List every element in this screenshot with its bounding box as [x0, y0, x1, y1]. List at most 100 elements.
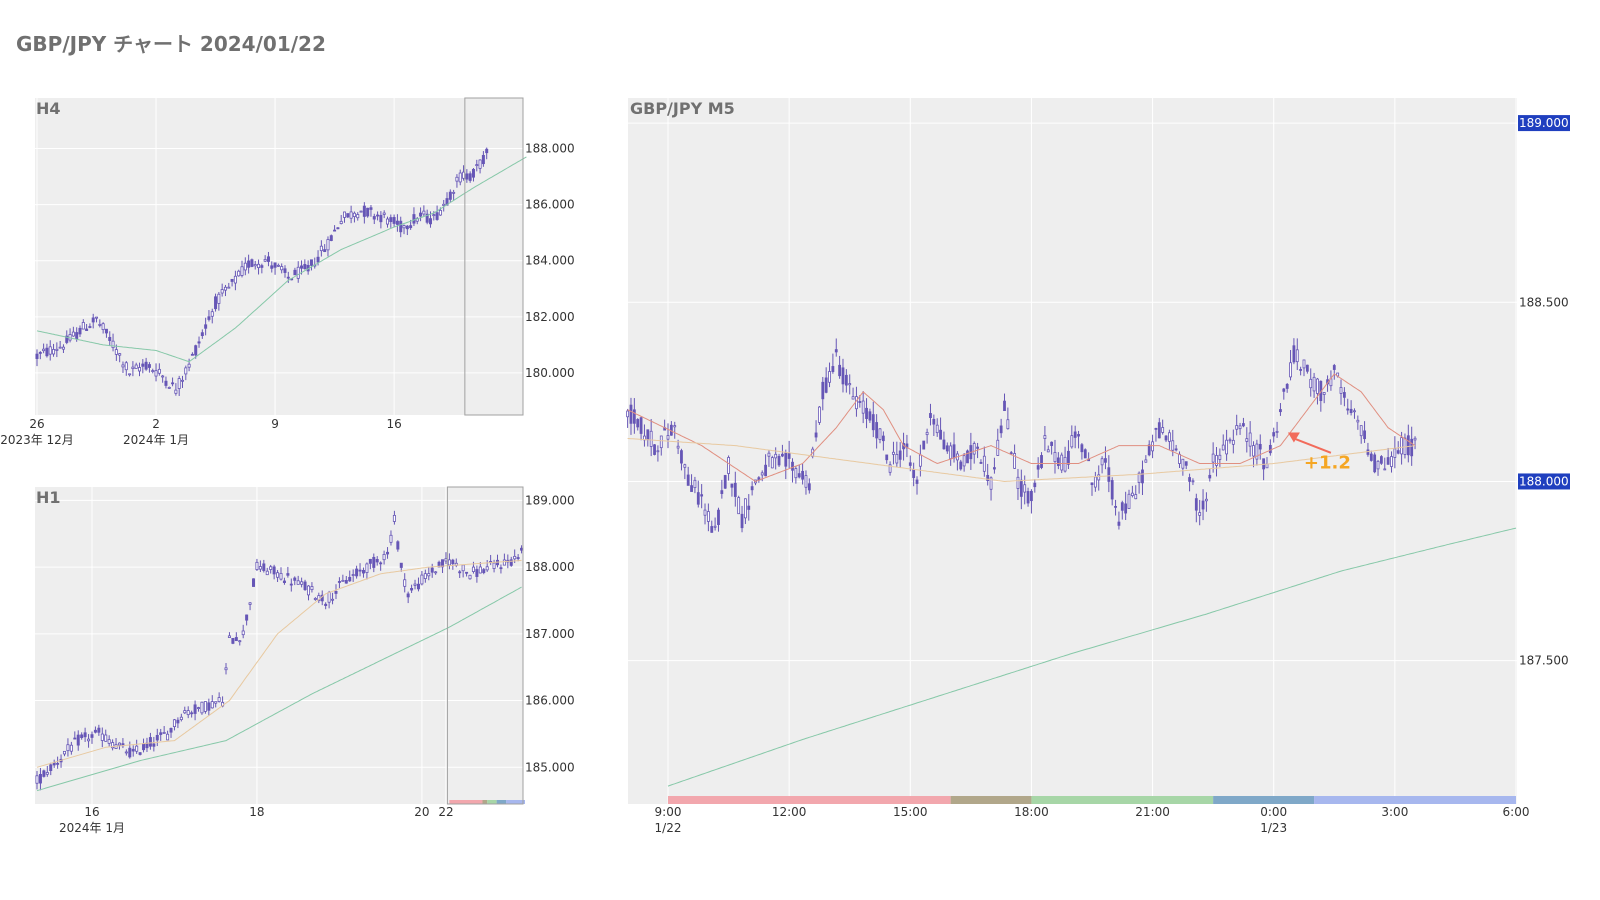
candle-body — [485, 148, 489, 154]
candle-body — [231, 638, 235, 644]
candle-body — [101, 323, 105, 330]
candle-body — [1312, 376, 1316, 392]
candle-body — [1349, 408, 1353, 414]
candle-body — [346, 213, 350, 218]
candle-body — [344, 579, 348, 584]
candle-body — [272, 566, 276, 575]
candle-body — [62, 750, 66, 755]
m5-candles — [626, 338, 1417, 533]
candle-body — [56, 762, 60, 765]
candle-body — [296, 266, 300, 279]
candle-body — [1272, 432, 1276, 437]
m5-ma-slow-line — [627, 438, 1416, 483]
candle-body — [434, 571, 438, 574]
candle-body — [666, 435, 670, 440]
candle-body — [1299, 369, 1303, 371]
candle-body — [1070, 435, 1074, 448]
candle-body — [895, 453, 899, 464]
candle-body — [1376, 460, 1380, 470]
candle-body — [142, 743, 146, 751]
candle-body — [351, 574, 355, 576]
candle-body — [369, 207, 373, 210]
h1-session-segment — [496, 800, 507, 804]
candle-body — [632, 409, 636, 424]
candle-body — [1056, 457, 1060, 466]
candle-body — [1252, 445, 1255, 457]
candle-body — [263, 259, 267, 262]
h1-x-tick-sublabel: 2024年 1月 — [59, 821, 125, 835]
candle-body — [993, 467, 996, 470]
candle-body — [42, 770, 46, 777]
candle-body — [375, 559, 379, 563]
candle-body — [1268, 444, 1272, 454]
candle-body — [385, 218, 389, 225]
candle-body — [1218, 454, 1222, 460]
candle-body — [1258, 443, 1262, 450]
candle-body — [1050, 441, 1054, 446]
candle-body — [461, 564, 465, 572]
h4-y-tick-label: 186.000 — [525, 198, 575, 212]
candle-body — [376, 214, 380, 217]
h4-ma-line — [36, 156, 527, 363]
candle-body — [180, 379, 184, 382]
candle-body — [1124, 503, 1128, 514]
m5-session-segment — [1213, 796, 1315, 804]
candle-body — [1390, 456, 1393, 467]
candle-body — [289, 583, 293, 586]
candle-body — [1413, 437, 1417, 441]
candle-body — [348, 576, 352, 582]
candle-body — [629, 404, 633, 424]
candle-body — [1379, 456, 1383, 464]
chart-m5: 187.500 188.000 188.500 189.000 9:00 1/22 12:0… — [626, 98, 1570, 835]
m5-y-tick-label: 188.000 — [1519, 474, 1569, 488]
h1-ma-long-line — [36, 586, 522, 792]
candle-body — [162, 732, 166, 734]
candle-body — [1356, 419, 1360, 423]
candle-body — [386, 551, 390, 555]
h1-session-segment — [487, 800, 497, 804]
candle-body — [88, 326, 92, 328]
candle-body — [1023, 484, 1027, 493]
candle-body — [646, 429, 650, 441]
candle-body — [252, 578, 256, 587]
candle-body — [703, 509, 707, 516]
candle-body — [1030, 490, 1033, 502]
candle-body — [1104, 458, 1107, 463]
candle-body — [1009, 452, 1013, 455]
candle-body — [912, 469, 916, 478]
candle-body — [42, 348, 46, 352]
m5-session-segment — [1314, 796, 1516, 804]
candle-body — [445, 198, 449, 206]
candle-body — [1090, 482, 1094, 486]
candle-body — [458, 571, 462, 574]
candle-body — [100, 733, 104, 741]
m5-price-marker — [1518, 115, 1570, 132]
candle-body — [959, 461, 963, 470]
candle-body — [1178, 453, 1181, 464]
candle-body — [639, 417, 643, 434]
candle-body — [144, 361, 148, 370]
candle-body — [1040, 455, 1043, 468]
candle-body — [1026, 491, 1030, 504]
candle-body — [430, 567, 434, 573]
candle-body — [432, 214, 436, 217]
candle-body — [1396, 450, 1400, 454]
candle-body — [1292, 345, 1296, 363]
h4-plot-area — [35, 98, 523, 415]
candle-body — [680, 450, 683, 464]
candle-body — [478, 159, 482, 169]
candle-body — [720, 490, 724, 494]
candle-body — [155, 734, 159, 741]
candle-body — [183, 710, 187, 714]
candle-body — [858, 401, 862, 403]
candle-body — [435, 212, 439, 220]
candle-body — [451, 559, 455, 565]
candle-body — [1167, 432, 1171, 442]
candle-body — [147, 364, 151, 368]
h1-y-tick-label: 188.000 — [525, 560, 575, 574]
candle-body — [392, 217, 396, 224]
candle-body — [1386, 457, 1390, 465]
candle-body — [362, 205, 366, 217]
candle-body — [403, 579, 407, 587]
candle-body — [1342, 392, 1346, 398]
